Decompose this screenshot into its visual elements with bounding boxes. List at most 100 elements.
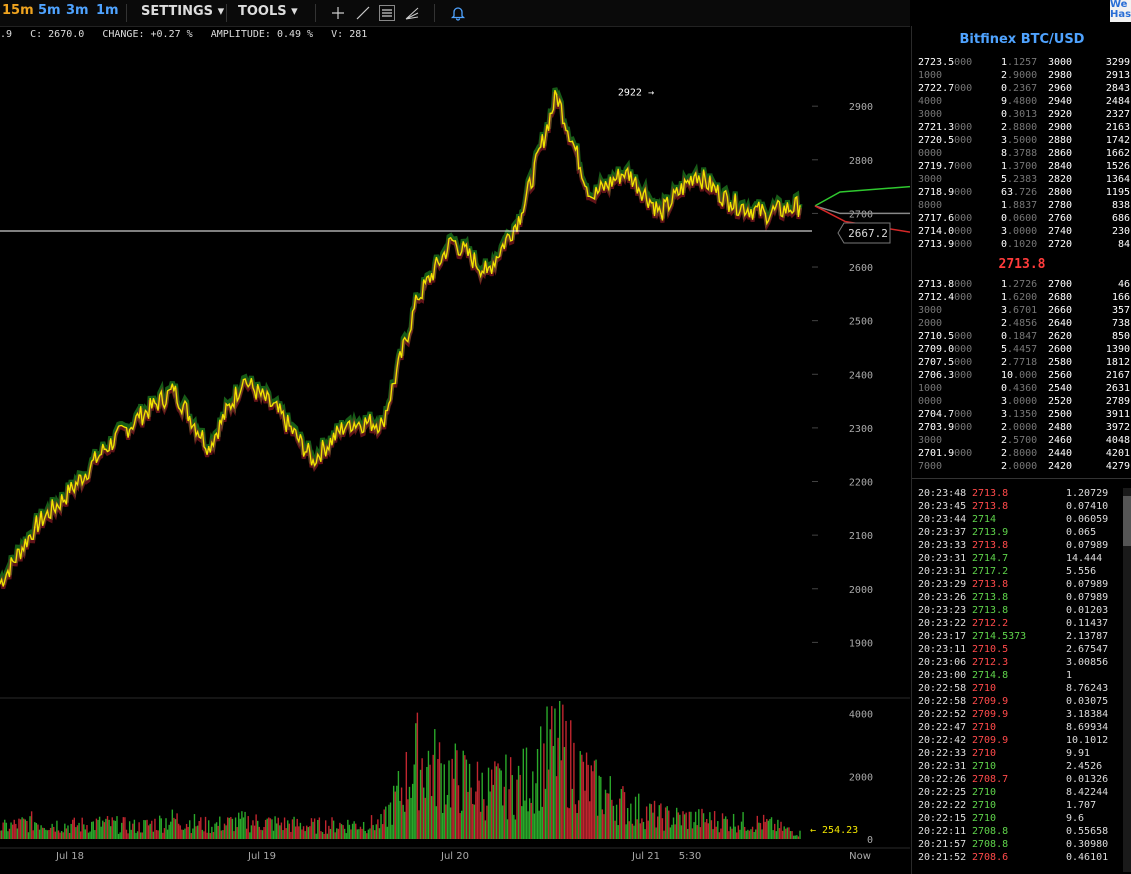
ask-row[interactable]: 1000 2.9000 2980 2913: [912, 69, 1131, 82]
trade-amount: 2.13787: [1066, 631, 1109, 642]
price-chart[interactable]: 2900 2800 2700 2600 2500 2400 2300 2200 2100 2000…: [0, 26, 910, 874]
orderbook-price: 3000: [918, 434, 942, 447]
bid-row[interactable]: 2704.7000 3.1350 2500 3911: [912, 408, 1131, 421]
trade-time: 20:23:06: [918, 657, 967, 668]
trade-row[interactable]: 20:22:26 2708.7 0.01326: [912, 773, 1122, 786]
orderbook-amount: 2.7718: [1001, 356, 1037, 369]
trade-row[interactable]: 20:23:45 2713.8 0.07410: [912, 500, 1122, 513]
trade-row[interactable]: 20:23:11 2710.5 2.67547: [912, 643, 1122, 656]
trade-row[interactable]: 20:23:29 2713.8 0.07989: [912, 578, 1122, 591]
trade-row[interactable]: 20:22:22 2710 1.707: [912, 799, 1122, 812]
price-data-point: [138, 416, 140, 418]
orderbook-title: Bitfinex BTC/USD: [959, 32, 1085, 47]
trade-row[interactable]: 20:22:58 2710 8.76243: [912, 682, 1122, 695]
trade-row[interactable]: 20:22:42 2709.9 10.1012: [912, 734, 1122, 747]
ask-row[interactable]: 4000 9.4800 2940 2484: [912, 95, 1131, 108]
trade-row[interactable]: 20:23:17 2714.5373 2.13787: [912, 630, 1122, 643]
orderbook-level: 2700: [1048, 279, 1073, 290]
ask-row[interactable]: 2723.5000 1.1257 3000 3299: [912, 56, 1131, 69]
trade-price: 2710: [972, 800, 997, 811]
bid-row[interactable]: 7000 2.0000 2420 4279: [912, 460, 1131, 473]
bid-row[interactable]: 2712.4000 1.6200 2680 166: [912, 291, 1131, 304]
trade-row[interactable]: 20:23:48 2713.8 1.20729: [912, 487, 1122, 500]
timeframe-1m-button[interactable]: 1m: [96, 3, 119, 18]
trade-row[interactable]: 20:22:33 2710 9.91: [912, 747, 1122, 760]
tools-menu-button[interactable]: TOOLS ▾: [238, 4, 298, 19]
toolbar-divider: [126, 4, 127, 22]
orderbook-cumulative: 1390: [1105, 344, 1130, 355]
ask-row[interactable]: 3000 0.3013 2920 2327: [912, 108, 1131, 121]
trade-amount: 2.4526: [1066, 761, 1103, 772]
price-tail: 000: [954, 370, 973, 381]
trade-row[interactable]: 20:21:52 2708.6 0.46101: [912, 851, 1122, 864]
bid-row[interactable]: 3000 3.6701 2660 357: [912, 304, 1131, 317]
trade-row[interactable]: 20:22:58 2709.9 0.03075: [912, 695, 1122, 708]
crosshair-icon[interactable]: [330, 5, 346, 21]
ask-row[interactable]: 2713.9000 0.1020 2720 84: [912, 238, 1131, 251]
bid-row[interactable]: 2000 2.4856 2640 738: [912, 317, 1131, 330]
trade-row[interactable]: 20:23:23 2713.8 0.01203: [912, 604, 1122, 617]
trade-row[interactable]: 20:22:52 2709.9 3.18384: [912, 708, 1122, 721]
ask-row[interactable]: 2720.5000 3.5000 2880 1742: [912, 134, 1131, 147]
bid-row[interactable]: 1000 0.4360 2540 2631: [912, 382, 1131, 395]
bid-row[interactable]: 2710.5000 0.1847 2620 850: [912, 330, 1131, 343]
timeframe-15m-button[interactable]: 15m: [2, 3, 34, 18]
bid-row[interactable]: 2707.5000 2.7718 2580 1812: [912, 356, 1131, 369]
trade-row[interactable]: 20:23:44 2714 0.06059: [912, 513, 1122, 526]
bid-row[interactable]: 2709.0000 5.4457 2600 1390: [912, 343, 1131, 356]
trade-row[interactable]: 20:23:31 2714.7 14.444: [912, 552, 1122, 565]
orderbook-level: 2600: [1048, 344, 1073, 355]
ask-row[interactable]: 8000 1.8837 2780 838: [912, 199, 1131, 212]
trade-row[interactable]: 20:22:25 2710 8.42244: [912, 786, 1122, 799]
bid-row[interactable]: 3000 2.5700 2460 4048: [912, 434, 1131, 447]
ask-row[interactable]: 3000 5.2383 2820 1364: [912, 173, 1131, 186]
trade-row[interactable]: 20:22:11 2708.8 0.55658: [912, 825, 1122, 838]
corner-banner[interactable]: We Has: [1110, 0, 1131, 22]
timeframe-5m-button[interactable]: 5m: [38, 3, 61, 18]
bid-row[interactable]: 0000 3.0000 2520 2789: [912, 395, 1131, 408]
trades-scrollbar[interactable]: [1123, 488, 1131, 872]
orderbook-amount: 5.4457: [1001, 343, 1037, 356]
ask-row[interactable]: 2719.7000 1.3700 2840 1526: [912, 160, 1131, 173]
bid-row[interactable]: 2703.9000 2.0000 2480 3972: [912, 421, 1131, 434]
orderbook-price: 2719.7000: [918, 160, 972, 173]
trade-row[interactable]: 20:23:37 2713.9 0.065: [912, 526, 1122, 539]
bid-row[interactable]: 2701.9000 2.8000 2440 4201: [912, 447, 1131, 460]
ask-row[interactable]: 2722.7000 0.2367 2960 2843: [912, 82, 1131, 95]
ask-row[interactable]: 2721.3000 2.8800 2900 2163: [912, 121, 1131, 134]
trade-row[interactable]: 20:22:47 2710 8.69934: [912, 721, 1122, 734]
series-shadow-down: [0, 91, 802, 590]
timeframe-3m-button[interactable]: 3m: [66, 3, 89, 18]
trade-row[interactable]: 20:21:57 2708.8 0.30980: [912, 838, 1122, 851]
bell-icon[interactable]: [450, 5, 466, 21]
amount-tail: .3700: [1007, 161, 1038, 172]
trend-line-icon[interactable]: [355, 5, 371, 21]
ask-row[interactable]: 2714.0000 3.0000 2740 230: [912, 225, 1131, 238]
amount-tail: .8800: [1007, 122, 1038, 133]
settings-menu-button[interactable]: SETTINGS ▾: [141, 4, 224, 19]
trade-price: 2709.9: [972, 709, 1009, 720]
bid-row[interactable]: 2713.8000 1.2726 2700 46: [912, 278, 1131, 291]
orderbook-level: 2540: [1048, 383, 1073, 394]
trade-row[interactable]: 20:23:33 2713.8 0.07989: [912, 539, 1122, 552]
orderbook-price: 1000: [918, 69, 942, 82]
scrollbar-thumb[interactable]: [1123, 496, 1131, 546]
ask-row[interactable]: 0000 8.3788 2860 1662: [912, 147, 1131, 160]
ask-row[interactable]: 2718.9000 63.726 2800 1195: [912, 186, 1131, 199]
bid-row[interactable]: 2706.3000 10.000 2560 2167: [912, 369, 1131, 382]
trade-row[interactable]: 20:22:15 2710 9.6: [912, 812, 1122, 825]
ask-row[interactable]: 2717.6000 0.0600 2760 686: [912, 212, 1131, 225]
trade-row[interactable]: 20:23:00 2714.8 1: [912, 669, 1122, 682]
orderbook-price: 2720.5000: [918, 134, 972, 147]
trade-row[interactable]: 20:22:31 2710 2.4526: [912, 760, 1122, 773]
orderbook-price: 3000: [918, 173, 942, 186]
trade-row[interactable]: 20:23:06 2712.3 3.00856: [912, 656, 1122, 669]
orderbook-cumulative: 166: [1111, 292, 1130, 303]
fan-lines-icon[interactable]: [404, 5, 420, 21]
trade-row[interactable]: 20:23:31 2717.2 5.556: [912, 565, 1122, 578]
horizontal-lines-icon[interactable]: [379, 5, 395, 21]
trade-row[interactable]: 20:23:22 2712.2 0.11437: [912, 617, 1122, 630]
caret-down-icon: ▾: [217, 4, 225, 19]
trade-row[interactable]: 20:23:26 2713.8 0.07989: [912, 591, 1122, 604]
trade-time: 20:22:31: [918, 761, 967, 772]
